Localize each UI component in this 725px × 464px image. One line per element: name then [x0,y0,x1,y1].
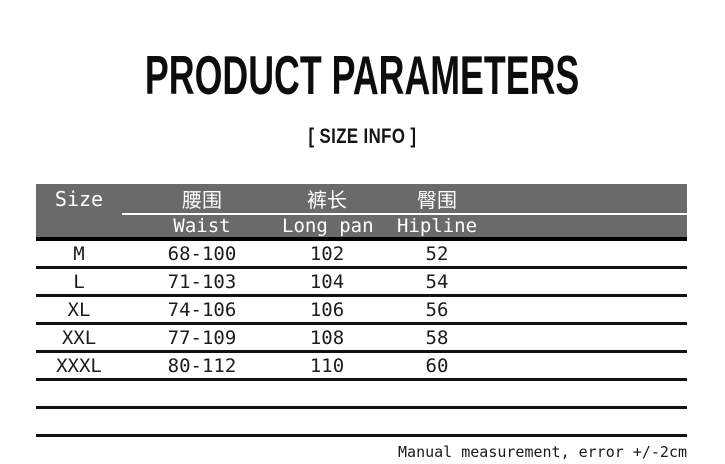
filler-cell [502,295,687,325]
page-title-text: PRODUCT PARAMETERS [145,44,580,106]
measurement-disclaimer: Manual measurement, error +/-2cm [398,443,687,461]
cell-long-pants: 106 [282,295,372,325]
cell-hipline: 58 [372,323,502,353]
cell-hipline: 60 [372,351,502,381]
filler-cell [502,323,687,353]
subtitle: [ SIZE INFO ] [0,125,725,149]
table-row-l: L 71-103 104 54 [36,267,687,297]
header-filler-cell [502,184,687,214]
cell-long-pants: 104 [282,267,372,297]
header-filler-cell [502,213,687,241]
cell-size: XXL [36,323,122,353]
page-title: PRODUCT PARAMETERS [0,48,725,103]
filler-cell [502,239,687,269]
cell-size: XXXL [36,351,122,381]
empty-row [36,379,687,409]
table-row-m: M 68-100 102 52 [36,239,687,269]
cell-hipline: 54 [372,267,502,297]
col-header-waist-en: Waist [122,213,282,241]
empty-row [36,407,687,437]
cell-long-pants: 108 [282,323,372,353]
cell-long-pants: 102 [282,239,372,269]
size-table-header: Size 腰围 裤长 臀围 Waist Long pants Hipline [36,184,687,241]
table-row-xxl: XXL 77-109 108 58 [36,323,687,353]
cell-long-pants: 110 [282,351,372,381]
col-header-waist-cn: 腰围 [122,184,282,214]
col-header-hipline-cn: 臀围 [372,184,502,214]
cell-waist: 74-106 [122,295,282,325]
cell-waist: 71-103 [122,267,282,297]
col-header-hipline-en: Hipline [372,213,502,241]
table-row-xl: XL 74-106 106 56 [36,295,687,325]
cell-size: L [36,267,122,297]
cell-size: M [36,239,122,269]
size-table-body: M 68-100 102 52 L 71-103 104 54 XL 74-10… [36,239,687,437]
cell-waist: 77-109 [122,323,282,353]
col-header-size: Size [36,184,122,214]
cell-size: XL [36,295,122,325]
table-row-xxxl: XXXL 80-112 110 60 [36,351,687,381]
cell-hipline: 56 [372,295,502,325]
filler-cell [502,267,687,297]
size-table: Size 腰围 裤长 臀围 Waist Long pants Hipline M… [36,184,687,437]
cell-waist: 80-112 [122,351,282,381]
col-header-long-pants-cn: 裤长 [282,184,372,214]
cell-hipline: 52 [372,239,502,269]
cell-waist: 68-100 [122,239,282,269]
header-row-en: Waist Long pants Hipline [36,213,687,241]
col-header-long-pants-en: Long pants [282,213,372,241]
filler-cell [502,351,687,381]
header-row-cn: Size 腰围 裤长 臀围 [36,184,687,214]
header-empty-cell [36,214,122,241]
subtitle-text: [ SIZE INFO ] [308,125,417,148]
